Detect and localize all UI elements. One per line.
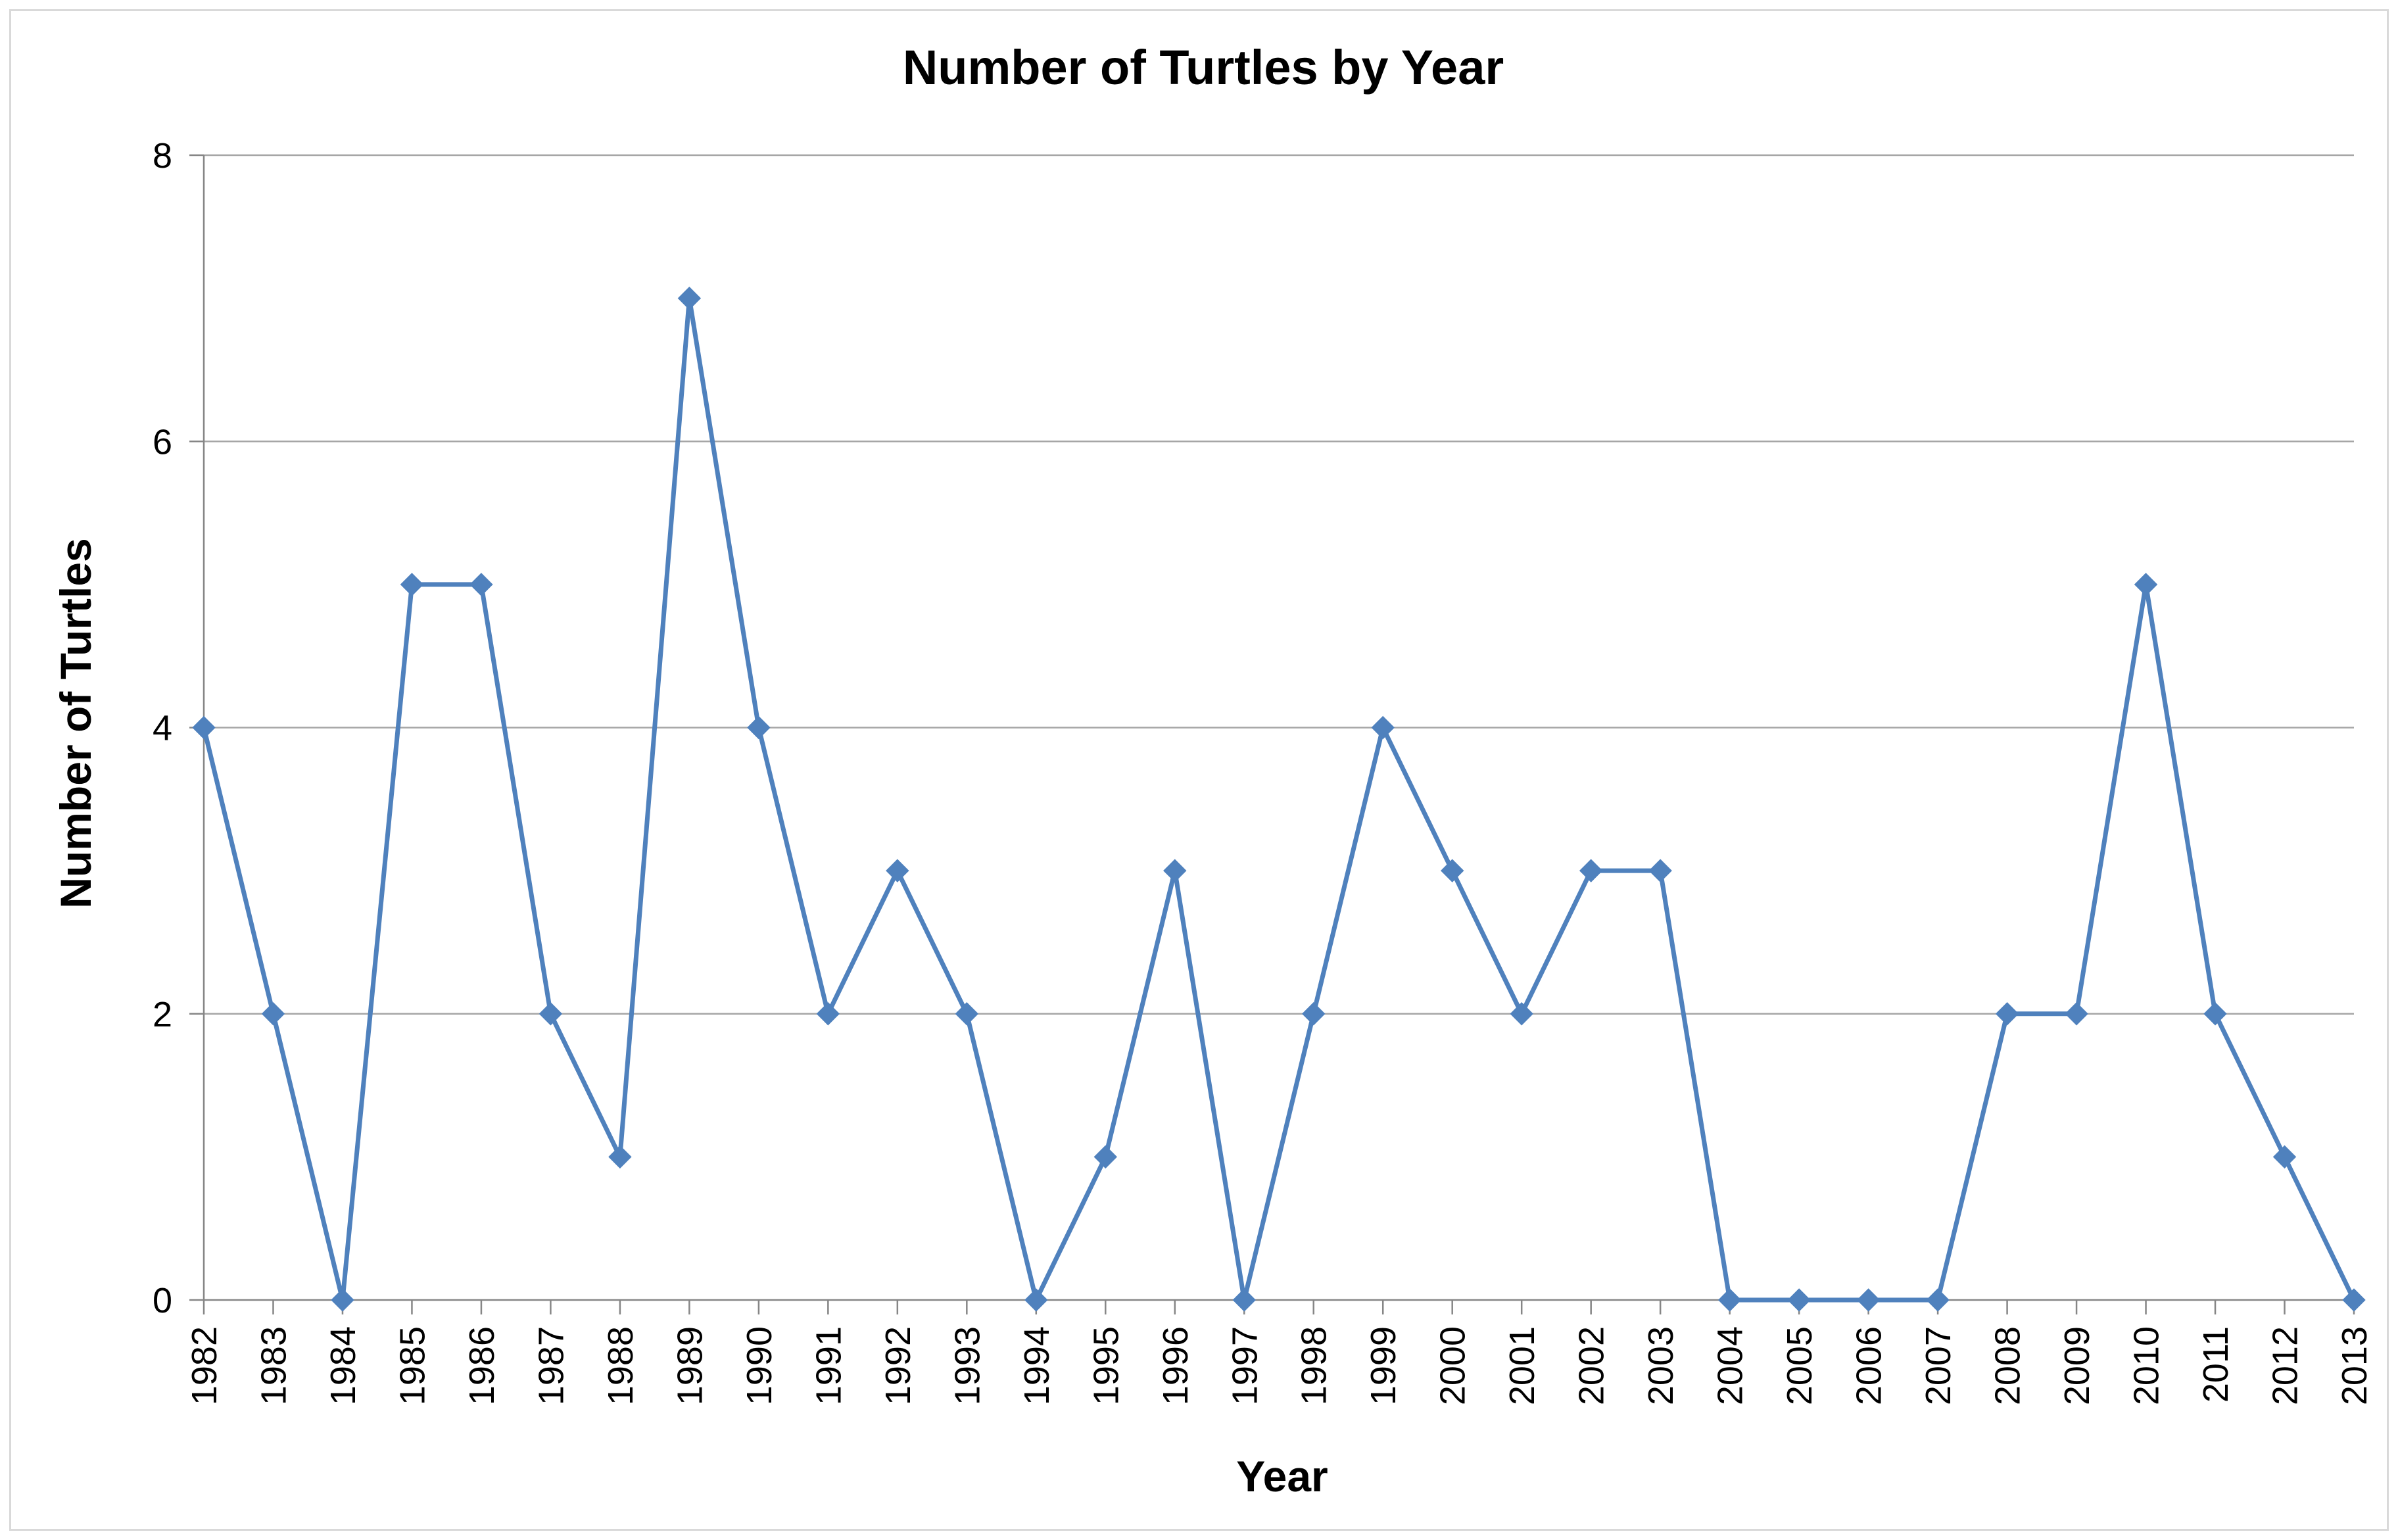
axes <box>189 154 2355 1314</box>
data-point-2004 <box>1717 1288 1742 1312</box>
data-point-1986 <box>469 573 493 596</box>
data-point-1997 <box>1232 1288 1256 1312</box>
data-point-1987 <box>539 1002 563 1026</box>
data-point-1994 <box>1024 1288 1048 1312</box>
data-point-2009 <box>2065 1002 2088 1026</box>
x-tick-label: 1989 <box>670 1326 709 1405</box>
data-point-2000 <box>1441 859 1464 882</box>
data-point-1982 <box>192 715 216 740</box>
x-tick-label: 1999 <box>1364 1326 1403 1405</box>
x-tick-label: 2003 <box>1641 1326 1681 1405</box>
chart-frame <box>9 9 2389 1531</box>
x-tick-label: 2012 <box>2266 1326 2305 1405</box>
data-point-2011 <box>2203 1002 2227 1026</box>
data-point-2003 <box>1648 859 1672 882</box>
data-point-1998 <box>1302 1002 1326 1026</box>
chart-title: Number of Turtles by Year <box>903 40 1504 95</box>
x-tick-label: 1994 <box>1017 1326 1057 1405</box>
x-tick-label: 1988 <box>601 1326 640 1405</box>
x-tick-label: 1993 <box>947 1326 987 1405</box>
x-tick-label: 1991 <box>809 1326 848 1405</box>
x-tick-label: 1983 <box>254 1326 293 1405</box>
data-point-2007 <box>1926 1288 1950 1312</box>
data-markers <box>192 286 2366 1312</box>
data-point-2002 <box>1579 859 1603 882</box>
data-point-2008 <box>1995 1002 2019 1026</box>
data-point-1991 <box>816 1002 840 1026</box>
x-tick-label: 2000 <box>1433 1326 1473 1405</box>
y-axis-title: Number of Turtles <box>51 538 100 908</box>
data-point-1983 <box>261 1002 285 1026</box>
x-tick-label: 2001 <box>1502 1326 1542 1405</box>
x-tick-label: 2009 <box>2057 1326 2097 1405</box>
data-point-2001 <box>1510 1002 1533 1026</box>
x-tick-label: 1992 <box>878 1326 918 1405</box>
x-tick-label: 1984 <box>324 1326 363 1405</box>
data-point-1993 <box>955 1002 979 1026</box>
x-axis-title: Year <box>1236 1452 1328 1501</box>
series-line <box>201 296 2357 1303</box>
x-tick-label: 1987 <box>531 1326 571 1405</box>
x-tick-label: 2006 <box>1850 1326 1889 1405</box>
data-point-1999 <box>1371 715 1395 740</box>
y-tick-label: 6 <box>153 422 172 462</box>
data-series <box>201 296 2357 1303</box>
x-tick-label: 2007 <box>1919 1326 1958 1405</box>
data-point-2006 <box>1856 1288 1881 1312</box>
x-tick-label: 1985 <box>393 1326 432 1405</box>
data-point-2010 <box>2134 573 2158 596</box>
data-point-2013 <box>2342 1288 2366 1312</box>
x-tick-label: 2011 <box>2196 1326 2236 1403</box>
x-tick-label: 2005 <box>1780 1326 1819 1405</box>
y-tick-label: 0 <box>153 1281 172 1320</box>
data-point-1988 <box>608 1145 632 1169</box>
x-tick-label: 1990 <box>740 1326 779 1405</box>
data-point-1989 <box>677 286 702 310</box>
data-point-1985 <box>400 573 424 596</box>
tick-labels: 0 2 4 6 8 1982 1983 1984 1985 1986 1987 1988 1989 199… <box>153 136 2374 1405</box>
x-tick-label: 1997 <box>1225 1326 1264 1405</box>
data-point-1995 <box>1093 1145 1117 1169</box>
y-tick-label: 8 <box>153 136 172 176</box>
data-point-2005 <box>1787 1288 1811 1312</box>
data-point-1992 <box>886 859 909 882</box>
x-tick-label: 1998 <box>1295 1326 1334 1405</box>
y-tick-label: 2 <box>153 995 172 1034</box>
x-tick-label: 2013 <box>2335 1326 2374 1405</box>
data-point-1996 <box>1163 859 1187 882</box>
x-tick-label: 2010 <box>2127 1326 2167 1405</box>
x-tick-label: 2002 <box>1572 1326 1612 1405</box>
x-tick-label: 1986 <box>462 1326 502 1405</box>
gridlines <box>204 154 2354 1015</box>
x-tick-label: 1996 <box>1156 1326 1195 1405</box>
x-tick-label: 2004 <box>1711 1326 1750 1405</box>
data-point-1984 <box>331 1288 354 1312</box>
data-point-2012 <box>2272 1145 2297 1169</box>
x-tick-label: 1995 <box>1086 1326 1126 1405</box>
data-point-1990 <box>747 715 771 740</box>
x-tick-label: 1982 <box>185 1326 224 1405</box>
x-tick-label: 2008 <box>1988 1326 2028 1405</box>
y-tick-label: 4 <box>153 709 172 748</box>
